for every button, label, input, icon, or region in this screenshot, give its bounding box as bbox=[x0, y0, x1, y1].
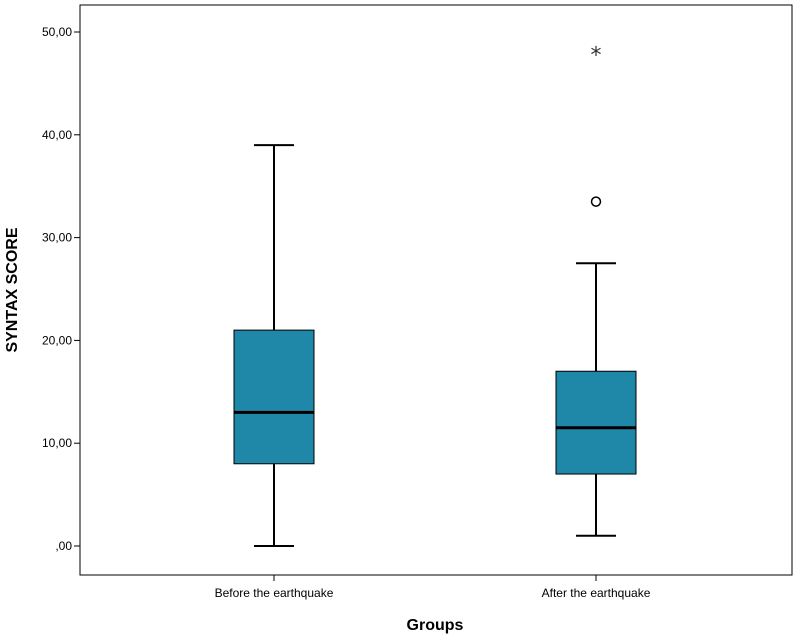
y-tick-label: ,00 bbox=[55, 539, 72, 553]
plot-frame bbox=[79, 4, 793, 576]
x-axis-title: Groups bbox=[407, 617, 464, 634]
y-tick-label: 40,00 bbox=[42, 128, 72, 142]
box-group bbox=[233, 144, 315, 547]
iqr-box bbox=[233, 329, 315, 465]
y-axis: ,00 10,00 20,00 30,00 40,00 50,00 bbox=[42, 25, 80, 553]
iqr-box bbox=[555, 370, 637, 475]
box-series: * bbox=[233, 44, 637, 547]
outlier-point bbox=[590, 196, 602, 207]
y-axis-title: SYNTAX SCORE bbox=[4, 227, 21, 352]
x-tick-label: After the earthquake bbox=[542, 586, 651, 600]
y-tick-label: 20,00 bbox=[42, 333, 72, 347]
y-tick-label: 50,00 bbox=[42, 25, 72, 39]
y-tick-label: 30,00 bbox=[42, 231, 72, 245]
x-axis: Before the earthquake After the earthquak… bbox=[215, 575, 651, 600]
x-tick-label: Before the earthquake bbox=[215, 586, 334, 600]
extreme-point: * bbox=[591, 44, 602, 69]
box-group: * bbox=[555, 44, 637, 537]
y-tick-label: 10,00 bbox=[42, 436, 72, 450]
